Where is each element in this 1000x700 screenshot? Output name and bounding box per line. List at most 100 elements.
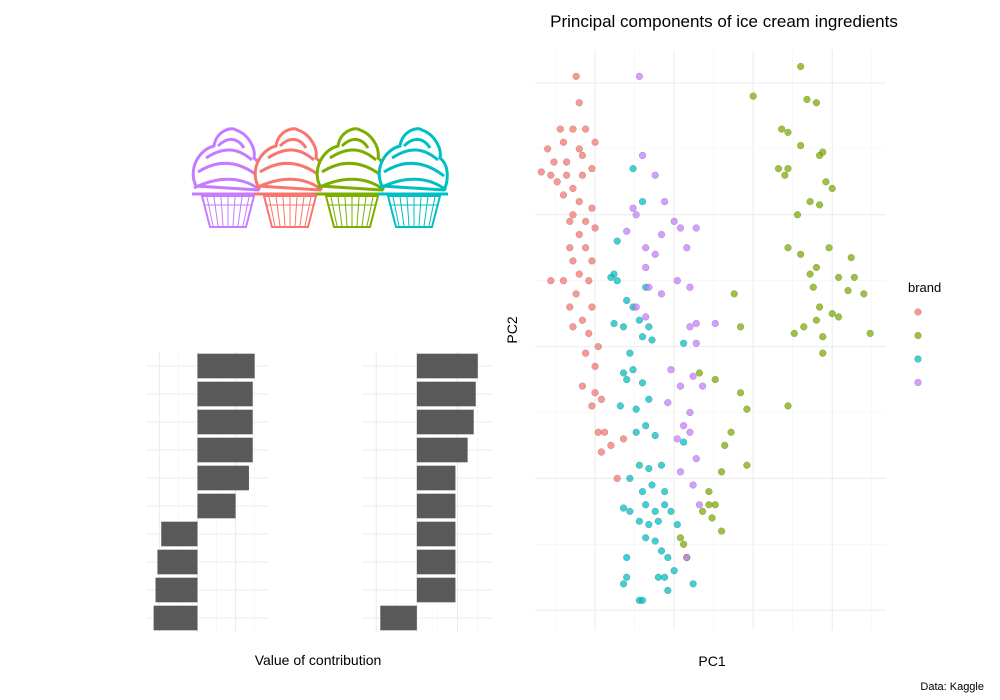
point-breyers <box>796 141 805 150</box>
cone-swirl-line <box>255 177 323 192</box>
point-talenti <box>667 366 675 374</box>
contribution-bar <box>380 605 417 631</box>
cone-cup-rib <box>361 196 367 227</box>
point-talenti <box>632 303 640 311</box>
point-hd <box>623 573 631 581</box>
point-talenti <box>686 428 694 436</box>
cone-cup-rib <box>237 196 243 227</box>
point-hd <box>645 520 653 529</box>
point-hd <box>660 501 669 509</box>
scatter-y-axis-title: PC2 <box>504 316 520 343</box>
point-bj <box>578 171 587 179</box>
cone-cup-rib <box>337 196 343 227</box>
ice-cream-cone-teal-icon <box>377 127 449 228</box>
point-hd <box>645 464 653 473</box>
point-breyers <box>819 333 827 341</box>
point-hd <box>619 369 628 377</box>
contribution-bar <box>161 521 198 547</box>
ice-cream-cone-purple-icon <box>191 127 263 228</box>
point-bj <box>597 448 606 456</box>
cone-cup-rib <box>366 196 374 227</box>
point-talenti <box>711 319 719 328</box>
point-hd <box>651 537 659 545</box>
point-breyers <box>812 99 821 107</box>
point-talenti <box>629 204 637 212</box>
contribution-bar <box>416 577 456 603</box>
point-hd <box>670 567 678 575</box>
contribution-bar <box>416 549 456 575</box>
point-hd <box>613 237 621 245</box>
point-bj <box>575 270 583 278</box>
contribution-bar <box>416 381 476 407</box>
point-talenti <box>673 277 681 285</box>
contribution-bar <box>155 577 198 603</box>
cone-swirl-line <box>317 177 385 192</box>
point-bj <box>581 349 590 357</box>
point-talenti <box>642 313 650 321</box>
scatter-gridlines <box>535 50 886 630</box>
point-bj <box>581 125 590 133</box>
point-breyers <box>796 250 805 258</box>
point-bj <box>591 389 599 397</box>
point-bj <box>569 125 577 133</box>
cone-cup-rib <box>344 196 348 227</box>
cone-swirl-line <box>340 138 370 149</box>
point-hd <box>660 573 669 581</box>
point-bj <box>566 244 574 252</box>
point-bj <box>569 211 577 219</box>
point-hd <box>610 319 618 328</box>
point-talenti <box>660 197 669 206</box>
point-bj <box>575 197 583 206</box>
contribution-bar <box>416 353 478 379</box>
point-breyers <box>825 244 833 252</box>
cone-swirl-line <box>329 148 377 162</box>
legend-key-bj <box>914 308 922 316</box>
point-talenti <box>676 382 685 390</box>
point-breyers <box>819 349 827 357</box>
point-breyers <box>784 402 792 410</box>
point-breyers <box>749 92 757 100</box>
ice-cream-illustration <box>191 127 449 228</box>
point-hd <box>689 580 697 588</box>
cone-swirl-line <box>278 138 308 149</box>
point-bj <box>569 323 577 331</box>
point-breyers <box>847 253 855 262</box>
point-bj <box>578 382 587 390</box>
point-hd <box>619 504 628 512</box>
point-talenti <box>632 211 640 219</box>
point-breyers <box>844 286 852 295</box>
point-bj <box>569 184 577 193</box>
point-breyers <box>822 178 830 186</box>
point-hd <box>635 316 644 324</box>
cone-swirl-line <box>321 161 383 178</box>
point-hd <box>623 296 631 305</box>
point-bj <box>575 230 583 239</box>
contribution-bar <box>197 465 249 491</box>
cone-swirl-line <box>267 148 315 162</box>
point-hd <box>619 323 628 331</box>
point-hd <box>613 277 621 285</box>
point-breyers <box>784 128 792 137</box>
point-hd <box>626 474 634 483</box>
series-hd <box>607 164 697 604</box>
point-breyers <box>834 313 843 321</box>
contribution-bar <box>416 493 456 519</box>
point-breyers <box>717 468 726 476</box>
series-breyers <box>676 62 874 562</box>
point-hd <box>642 534 650 542</box>
point-talenti <box>689 372 697 380</box>
contribution-bar <box>197 353 255 379</box>
point-hd <box>635 517 644 525</box>
legend-key-talenti <box>914 378 922 387</box>
cone-swirl-line <box>205 148 253 162</box>
point-talenti <box>642 244 650 252</box>
point-breyers <box>676 534 685 542</box>
legend-key-breyers <box>914 331 922 340</box>
point-bj <box>588 164 596 173</box>
cone-cup-rib <box>213 196 219 227</box>
cone-swirl-line <box>391 148 439 162</box>
point-breyers <box>806 270 814 278</box>
scatter-title: Principal components of ice cream ingred… <box>550 12 898 31</box>
point-breyers <box>705 487 713 496</box>
point-breyers <box>774 164 783 173</box>
